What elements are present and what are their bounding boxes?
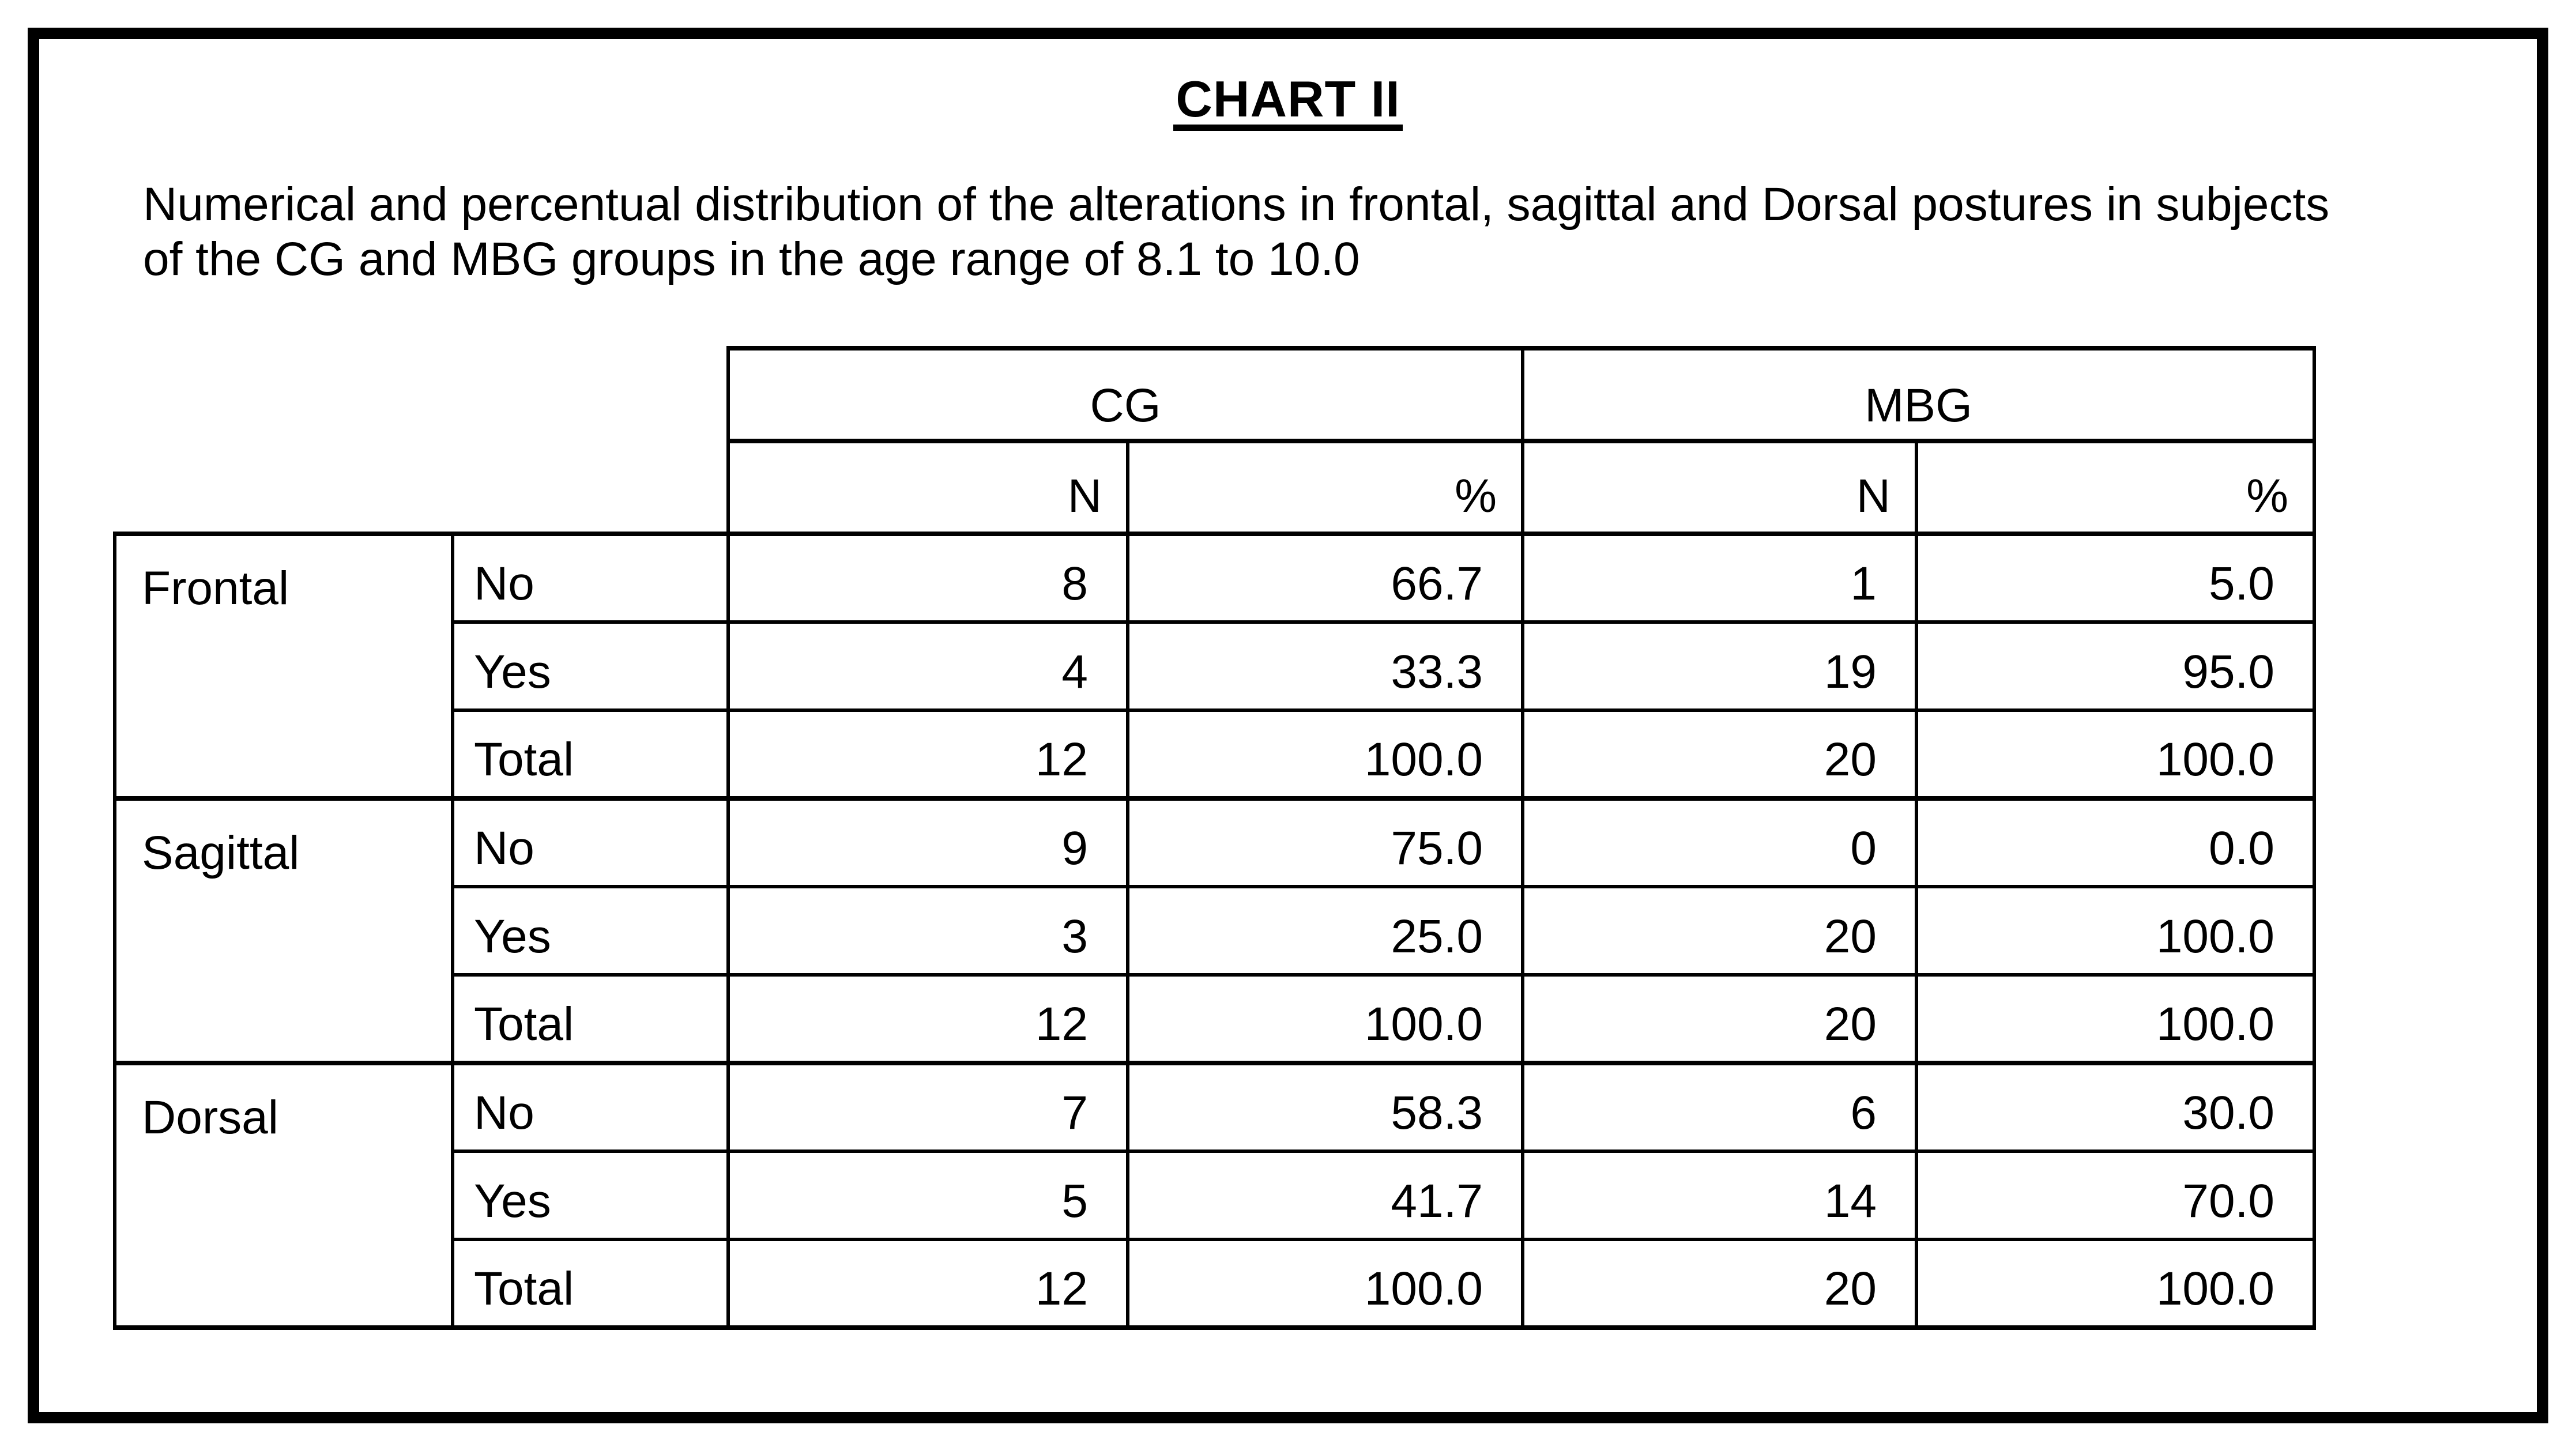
table-row-dorsal-total: Total 12 100.0 20 100.0	[115, 1238, 2317, 1330]
cell-value: 75.0	[1126, 796, 1524, 888]
cell-value: 0.0	[1914, 796, 2317, 888]
cell-value: 3	[726, 885, 1129, 977]
group-header-row: CG MBG	[115, 346, 2317, 443]
chart-caption-line-2: of the CG and MBG groups in the age rang…	[143, 233, 1360, 285]
cell-value: 12	[726, 708, 1129, 801]
group-header-cg: CG	[726, 346, 1524, 443]
cell-value: 25.0	[1126, 885, 1524, 977]
col-header-mbg-n: N	[1521, 439, 1918, 536]
chart-caption-line-1: Numerical and percentual distribution of…	[143, 178, 2330, 231]
row-category: Yes	[451, 620, 730, 712]
header-blank-cell	[115, 348, 728, 441]
row-group-label-sagittal: Sagittal	[113, 796, 454, 1065]
row-category: Total	[451, 708, 730, 801]
row-category: No	[451, 532, 730, 624]
cell-value: 20	[1521, 973, 1918, 1065]
cell-value: 6	[1521, 1061, 1918, 1153]
cell-value: 66.7	[1126, 532, 1524, 624]
cell-value: 4	[726, 620, 1129, 712]
cell-value: 20	[1521, 708, 1918, 801]
cell-value: 0	[1521, 796, 1918, 888]
col-header-cg-n: N	[726, 439, 1129, 536]
cell-value: 100.0	[1914, 973, 2317, 1065]
row-group-label-dorsal: Dorsal	[113, 1061, 454, 1330]
cell-value: 20	[1521, 1238, 1918, 1330]
cell-value: 9	[726, 796, 1129, 888]
chart-title-text: CHART II	[1173, 73, 1403, 131]
cell-value: 20	[1521, 885, 1918, 977]
row-category: Total	[451, 973, 730, 1065]
table-row-frontal-no: Frontal No 8 66.7 1 5.0	[113, 532, 2317, 801]
row-category: Yes	[451, 885, 730, 977]
cell-value: 5.0	[1914, 532, 2317, 624]
table-row-dorsal-yes: Yes 5 41.7 14 70.0	[115, 1150, 2317, 1241]
cell-value: 19	[1521, 620, 1918, 712]
table-row-frontal-yes: Yes 4 33.3 19 95.0	[115, 620, 2317, 712]
table-row-dorsal-no: Dorsal No 7 58.3 6 30.0	[113, 1061, 2317, 1330]
data-table: CG MBG N % N % Frontal No 8 66.7 1 5.0 Y…	[113, 346, 2317, 1330]
chart-caption: Numerical and percentual distribution of…	[143, 177, 2449, 287]
table-row-sagittal-total: Total 12 100.0 20 100.0	[115, 973, 2317, 1065]
row-category: No	[451, 796, 730, 888]
sub-header-row: N % N %	[115, 439, 2317, 536]
cell-value: 100.0	[1914, 1238, 2317, 1330]
table-row-sagittal-yes: Yes 3 25.0 20 100.0	[115, 885, 2317, 977]
col-header-mbg-pct: %	[1914, 439, 2317, 536]
cell-value: 8	[726, 532, 1129, 624]
cell-value: 30.0	[1914, 1061, 2317, 1153]
cell-value: 58.3	[1126, 1061, 1524, 1153]
group-header-mbg: MBG	[1520, 346, 2317, 443]
cell-value: 5	[726, 1150, 1129, 1241]
row-category: Yes	[451, 1150, 730, 1241]
cell-value: 12	[726, 1238, 1129, 1330]
row-category: No	[451, 1061, 730, 1153]
cell-value: 100.0	[1914, 708, 2317, 801]
cell-value: 41.7	[1126, 1150, 1524, 1241]
row-category: Total	[451, 1238, 730, 1330]
cell-value: 33.3	[1126, 620, 1524, 712]
cell-value: 100.0	[1126, 708, 1524, 801]
cell-value: 12	[726, 973, 1129, 1065]
cell-value: 100.0	[1126, 973, 1524, 1065]
cell-value: 70.0	[1914, 1150, 2317, 1241]
table-row-frontal-total: Total 12 100.0 20 100.0	[115, 708, 2317, 801]
cell-value: 100.0	[1126, 1238, 1524, 1330]
cell-value: 95.0	[1914, 620, 2317, 712]
table-row-sagittal-no: Sagittal No 9 75.0 0 0.0	[113, 796, 2317, 1065]
chart-title: CHART II	[0, 73, 2576, 131]
col-header-cg-pct: %	[1126, 439, 1524, 536]
cell-value: 1	[1521, 532, 1918, 624]
cell-value: 7	[726, 1061, 1129, 1153]
cell-value: 14	[1521, 1150, 1918, 1241]
header-blank-cell	[115, 441, 728, 534]
cell-value: 100.0	[1914, 885, 2317, 977]
row-group-label-frontal: Frontal	[113, 532, 454, 801]
